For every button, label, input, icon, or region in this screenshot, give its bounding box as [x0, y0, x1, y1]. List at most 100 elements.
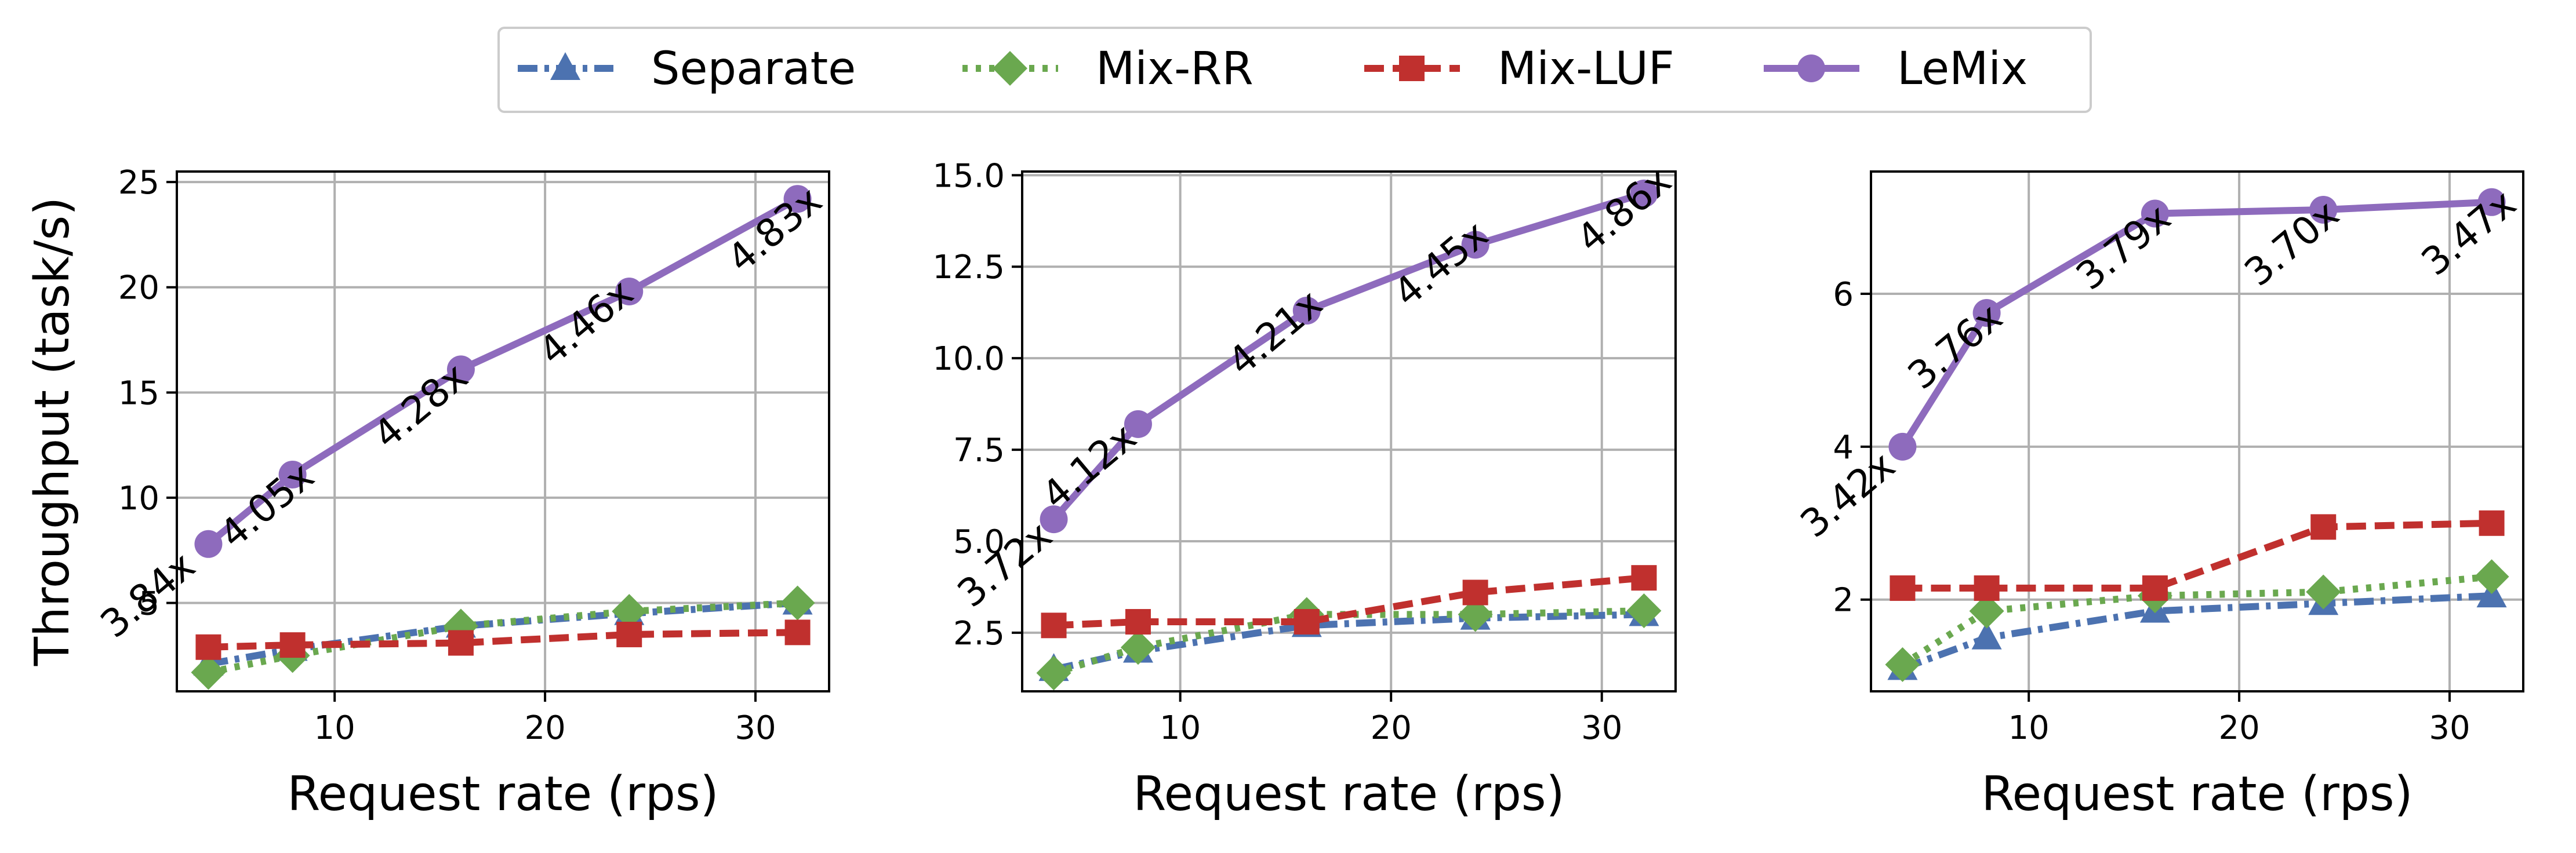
- y-tick-label: 2: [1833, 582, 1854, 619]
- data-point: [612, 594, 647, 629]
- series-line: [1051, 190, 1645, 522]
- data-point: [191, 655, 226, 690]
- legend-marker-swatch: [1797, 54, 1825, 82]
- legend: Separate Mix-RR Mix-LUF LeMix: [497, 27, 2092, 113]
- x-axis-label: Request rate (rps): [1133, 767, 1564, 822]
- data-point: [1458, 597, 1493, 632]
- data-point: [1041, 613, 1067, 639]
- y-tick-label: 12.5: [932, 249, 1005, 286]
- data-point: [1036, 655, 1071, 691]
- series-mix-luf: [1041, 565, 1657, 639]
- data-point: [2309, 195, 2338, 224]
- data-point: [1462, 579, 1488, 606]
- series-line: [1902, 519, 2492, 592]
- data-point: [2142, 575, 2168, 601]
- y-tick-label: 7.5: [953, 432, 1005, 469]
- data-point: [1885, 647, 1920, 682]
- series-lemix: [1040, 179, 1658, 534]
- data-point: [195, 634, 221, 660]
- y-tick-label: 5.0: [953, 523, 1005, 561]
- y-tick-label: 4: [1833, 429, 1854, 466]
- data-point: [1120, 630, 1156, 665]
- y-axis-label: Throughput (task/s): [25, 197, 80, 666]
- y-tick-label: 5: [139, 585, 159, 622]
- x-axis-label: Request rate (rps): [287, 767, 718, 822]
- plot-frame: [1021, 170, 1677, 692]
- speedup-annotation: 4.46x: [531, 270, 642, 374]
- series-mix-luf: [195, 619, 811, 660]
- data-point: [616, 621, 642, 647]
- legend-marker-swatch: [1399, 56, 1425, 81]
- series-line: [1052, 607, 1644, 677]
- data-point: [780, 585, 815, 621]
- speedup-annotation: 4.45x: [1385, 212, 1496, 316]
- x-tick-label: 20: [2218, 709, 2259, 747]
- x-tick-label: 20: [1371, 709, 1412, 747]
- speedup-annotation: 3.84x: [92, 543, 204, 647]
- chart-panel-1: 10 20 305101520253.84x4.05x4.28x4.46x4.83x…: [25, 164, 830, 822]
- y-tick-label: 25: [118, 164, 159, 202]
- speedup-annotation: 3.47x: [2413, 181, 2524, 285]
- y-tick-label: 15.0: [932, 157, 1005, 195]
- data-point: [279, 632, 306, 658]
- data-point: [448, 630, 474, 656]
- data-point: [1890, 575, 1916, 601]
- legend-entry-separate: Separate: [518, 43, 856, 95]
- speedup-annotation: 4.21x: [1219, 281, 1331, 385]
- x-tick-label: 30: [2429, 709, 2470, 747]
- x-axis-label: Request rate (rps): [1981, 767, 2412, 822]
- chart-panels: 10 20 305101520253.84x4.05x4.28x4.46x4.83x…: [25, 157, 2524, 822]
- legend-entry-lemix: LeMix: [1764, 43, 2028, 95]
- legend-entry-mix-rr: Mix-RR: [962, 43, 1254, 95]
- x-tick-label: 30: [1581, 709, 1622, 747]
- data-point: [2479, 510, 2505, 536]
- legend-frame: [497, 27, 2092, 113]
- plot-frame: [1870, 170, 2524, 692]
- plot-frame: [176, 170, 830, 692]
- data-point: [2306, 574, 2341, 610]
- y-tick-label: 2.5: [953, 615, 1005, 652]
- data-point: [1888, 432, 1917, 461]
- series-mix-luf: [1890, 510, 2505, 601]
- data-point: [1969, 593, 2004, 629]
- series-lemix: [194, 185, 812, 558]
- speedup-annotation: 4.05x: [211, 453, 322, 557]
- legend-entry-mix-luf: Mix-LUF: [1364, 43, 1674, 95]
- x-tick-label: 10: [314, 709, 355, 747]
- data-point: [1294, 608, 1320, 635]
- data-point: [1972, 299, 2001, 327]
- data-point: [1974, 575, 2000, 601]
- x-tick-label: 30: [735, 709, 776, 747]
- data-point: [1461, 231, 1489, 259]
- data-point: [2310, 514, 2337, 540]
- speedup-annotation: 4.28x: [365, 354, 476, 458]
- data-point: [1630, 179, 1658, 207]
- data-point: [1626, 593, 1662, 629]
- data-point: [2141, 199, 2169, 228]
- legend-label: Separate: [651, 43, 856, 95]
- data-point: [446, 355, 475, 384]
- legend-marker-swatch: [550, 52, 580, 80]
- series-lemix: [1888, 188, 2506, 461]
- legend-marker-swatch: [993, 51, 1027, 86]
- data-point: [783, 185, 812, 213]
- legend-label: Mix-RR: [1096, 43, 1254, 95]
- chart-panel-2: 10 20 302.55.07.510.012.515.03.72x4.12x4.2…: [932, 157, 1680, 822]
- legend-label: LeMix: [1897, 43, 2028, 95]
- data-point: [2477, 188, 2506, 216]
- y-tick-label: 20: [118, 269, 159, 307]
- data-point: [1631, 565, 1657, 591]
- data-point: [278, 460, 307, 489]
- data-point: [615, 278, 644, 305]
- data-point: [1292, 297, 1321, 325]
- y-tick-label: 6: [1833, 276, 1854, 314]
- data-point: [1040, 505, 1068, 534]
- data-point: [194, 530, 223, 558]
- x-tick-label: 10: [1160, 709, 1201, 747]
- y-tick-label: 10.0: [932, 340, 1005, 378]
- x-tick-label: 10: [2008, 709, 2050, 747]
- series-mix-rr: [191, 585, 815, 690]
- data-point: [784, 619, 811, 646]
